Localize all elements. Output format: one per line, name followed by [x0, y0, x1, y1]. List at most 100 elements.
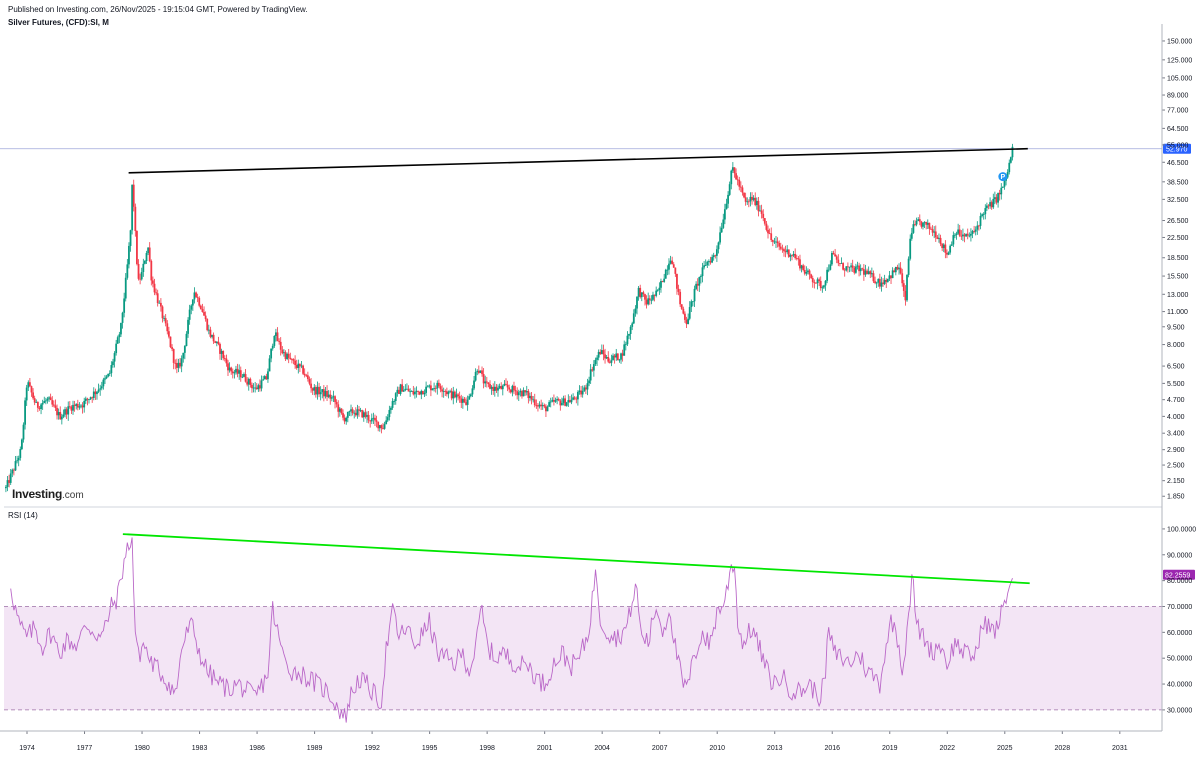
candle-up [933, 231, 936, 233]
candle-up [666, 269, 669, 271]
candle-up [327, 394, 330, 397]
candle-up [719, 232, 721, 243]
candle-up [17, 457, 20, 461]
candle-up [561, 402, 563, 406]
candle-up [447, 391, 450, 395]
candle-down [914, 224, 916, 225]
candle-down [495, 386, 498, 391]
candle-up [707, 261, 710, 262]
candle-up [989, 202, 991, 207]
candle-up [468, 396, 471, 400]
candle-down [318, 386, 320, 395]
candle-down [648, 298, 651, 301]
price-tick-label: 4.700 [1167, 397, 1185, 404]
candle-up [519, 391, 522, 393]
candle-down [733, 167, 736, 174]
candle-down [308, 379, 311, 384]
candle-down [251, 384, 253, 389]
candle-up [1008, 162, 1011, 173]
price-tick-label: 55.000 [1167, 142, 1189, 149]
candle-up [366, 414, 368, 417]
candle-down [287, 353, 290, 358]
candle-up [257, 385, 260, 390]
candle-up [722, 219, 725, 228]
candle-up [262, 379, 265, 381]
candle-down [354, 412, 357, 416]
candle-down [672, 264, 675, 268]
candle-up [48, 397, 50, 399]
candle-up [190, 305, 193, 310]
candle-up [612, 355, 614, 361]
candle-up [615, 353, 618, 358]
price-tick-label: 125.000 [1167, 57, 1192, 64]
candle-down [843, 269, 846, 271]
candle-down [934, 231, 937, 238]
candle-up [626, 335, 629, 345]
candle-down [679, 291, 682, 305]
rsi-pane: 82.2559 [4, 533, 1195, 723]
candle-up [5, 486, 7, 489]
candle-up [14, 461, 17, 471]
candle-down [225, 358, 228, 364]
candle-up [690, 301, 693, 308]
candle-down [794, 253, 797, 258]
candle-up [1011, 146, 1014, 158]
candle-up [455, 394, 458, 398]
candle-down [998, 192, 1001, 195]
candle-down [763, 218, 766, 224]
rsi-trendline [122, 533, 1030, 585]
candle-down [49, 397, 52, 401]
candle-down [685, 319, 688, 325]
candle-down [481, 370, 483, 375]
candle-down [422, 390, 424, 395]
candle-up [402, 390, 405, 392]
candle-up [974, 229, 977, 232]
candle-down [779, 246, 782, 249]
candle-down [709, 261, 712, 263]
candle-down [340, 408, 343, 414]
candle-down [580, 390, 582, 395]
candle-down [33, 398, 36, 403]
candle-up [108, 373, 111, 374]
candle-up [211, 334, 213, 337]
candle-up [233, 372, 236, 374]
candle-down [132, 184, 135, 207]
candle-down [757, 200, 760, 212]
candle-up [263, 376, 266, 380]
candle-down [195, 292, 197, 298]
candle-down [608, 361, 611, 363]
candle-up [859, 268, 862, 272]
candle-up [909, 238, 912, 259]
candle-up [786, 249, 789, 253]
candle-up [6, 480, 9, 487]
candle-down [51, 400, 54, 405]
candle-up [596, 357, 598, 360]
candle-down [644, 294, 646, 300]
candle-up [870, 273, 873, 275]
candle-down [832, 252, 835, 255]
candle-down [298, 363, 301, 367]
candle-up [723, 209, 726, 220]
candle-up [20, 439, 23, 450]
candle-down [329, 394, 332, 399]
logo-brand: Investing [12, 487, 62, 501]
candle-up [425, 386, 428, 393]
candle-down [540, 404, 543, 407]
price-tick-label: 22.500 [1167, 235, 1189, 242]
candle-down [885, 279, 888, 282]
candle-down [203, 311, 205, 316]
candle-down [521, 391, 523, 397]
candle-up [102, 379, 105, 387]
candle-up [773, 241, 776, 243]
candle-up [669, 260, 672, 264]
candle-up [522, 390, 525, 397]
candle-up [215, 341, 218, 343]
candle-down [401, 384, 404, 392]
candle-down [941, 243, 944, 249]
candle-up [471, 388, 474, 395]
candle-down [575, 398, 578, 400]
candle-up [546, 406, 549, 412]
candle-up [410, 391, 413, 392]
candle-down [150, 261, 153, 281]
